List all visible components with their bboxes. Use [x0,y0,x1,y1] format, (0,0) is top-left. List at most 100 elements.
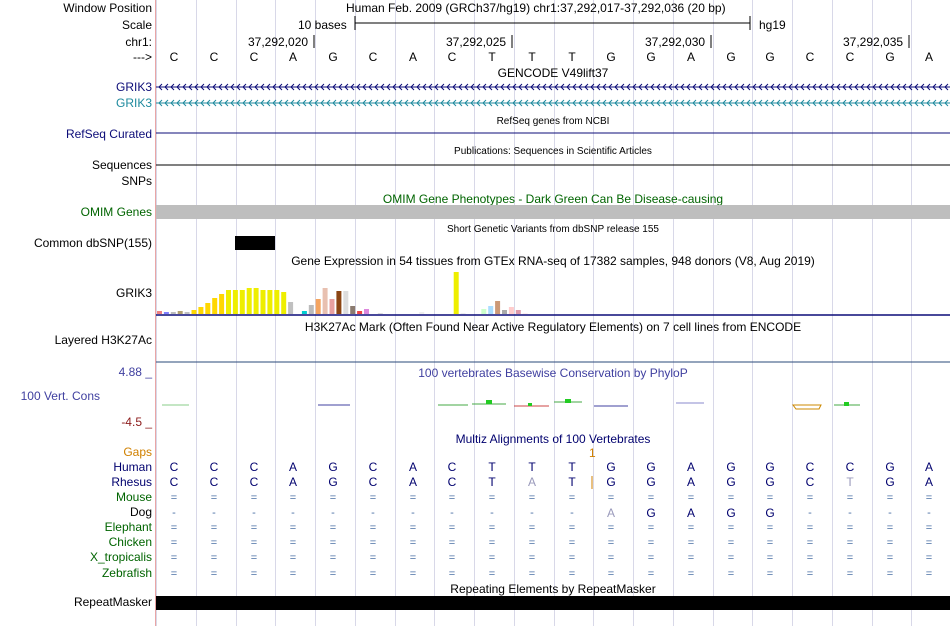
gencode-transcript-1 [156,83,950,91]
elephant-aligned-base: = [369,522,377,534]
strand-chevron [596,83,601,91]
strand-chevron [512,99,517,107]
grid-line [514,0,515,626]
strand-chevron [620,99,625,107]
strand-chevron [818,99,823,107]
rhesus-aligned-base: A [924,475,933,489]
mouse-aligned-base: = [488,492,496,504]
sequences-label[interactable]: Sequences [91,158,152,172]
rhesus-aligned-base: G [606,475,616,489]
strand-chevron [344,83,349,91]
mouse-aligned-base: = [886,492,894,504]
strand-arrow-label[interactable]: ---> [133,50,152,64]
chicken-aligned-base: = [806,537,814,549]
strand-chevron [824,99,829,107]
refseq-curated-label[interactable]: RefSeq Curated [65,127,152,141]
gencode-grik3-label-2[interactable]: GRIK3 [115,96,152,110]
omim-track-title: OMIM Gene Phenotypes - Dark Green Can Be… [382,192,724,206]
mouse-aligned-base: = [170,492,178,504]
reference-base: G [885,50,895,64]
elephant-aligned-base: = [329,522,337,534]
strand-chevron [662,99,667,107]
dog-aligned-base: G [726,506,736,520]
strand-chevron [506,99,511,107]
gtex-tissue-bar [508,307,514,314]
strand-chevron [890,99,895,107]
vert-cons-label[interactable]: 100 Vert. Cons [20,389,100,403]
gencode-grik3-label-1[interactable]: GRIK3 [115,80,152,94]
strand-chevron [890,83,895,91]
human-aligned-base: A [686,460,695,474]
zebrafish-aligned-base: = [766,568,774,580]
strand-chevron [464,99,469,107]
common-dbsnp-label[interactable]: Common dbSNP(155) [33,236,152,250]
strand-chevron [212,83,217,91]
strand-chevron [686,83,691,91]
grid-line [633,0,634,626]
strand-chevron [422,99,427,107]
strand-chevron [488,83,493,91]
layered-h3k27ac-label[interactable]: Layered H3K27Ac [54,333,152,347]
rhesus-aligned-base: T [846,475,854,489]
dog-aligned-base: - [411,507,415,519]
strand-chevron [428,99,433,107]
gaps-label[interactable]: Gaps [123,445,152,459]
strand-chevron [260,99,265,107]
zebrafish-aligned-base: = [607,568,615,580]
species-dog-label[interactable]: Dog [129,505,152,519]
gtex-tissue-bar [226,290,231,314]
chicken-aligned-base: = [448,537,456,549]
repeatmasker-label[interactable]: RepeatMasker [73,595,152,609]
mouse-aligned-base: = [846,492,854,504]
strand-chevron [350,83,355,91]
zebrafish-aligned-base: = [925,568,933,580]
xtropicalis-aligned-base: = [210,552,218,564]
reference-base: G [328,50,338,64]
species-zebrafish-label[interactable]: Zebrafish [101,566,152,580]
coord-tick-2: 37,292,025 [446,35,507,49]
omim-gene-bar [156,205,950,219]
gtex-tissue-bar [301,311,307,314]
strand-chevron [272,99,277,107]
strand-chevron [476,99,481,107]
gtex-tissue-bar [329,299,335,314]
dog-aligned-base: G [646,506,656,520]
species-xtropicalis-label[interactable]: X_tropicalis [89,550,152,564]
reference-base: C [368,50,378,64]
strand-chevron [884,99,889,107]
gtex-tissue-bar [219,294,225,314]
xtropicalis-aligned-base: = [369,552,377,564]
species-rhesus-label[interactable]: Rhesus [111,475,152,489]
omim-genes-label[interactable]: OMIM Genes [80,205,152,219]
species-mouse-label[interactable]: Mouse [115,490,152,504]
elephant-aligned-base: = [528,522,536,534]
strand-chevron [542,83,547,91]
grid-line [315,0,316,626]
strand-chevron [800,99,805,107]
strand-chevron [500,83,505,91]
species-chicken-label[interactable]: Chicken [108,535,152,549]
mouse-aligned-base: = [647,492,655,504]
strand-chevron [248,83,253,91]
gtex-tissue-bar [315,299,321,314]
snps-label[interactable]: SNPs [121,174,152,188]
species-elephant-label[interactable]: Elephant [104,520,152,534]
reference-base: C [209,50,219,64]
genome-browser-image[interactable]: Human Feb. 2009 (GRCh37/hg19) chr1:37,29… [156,0,950,626]
window-position-label: Window Position [63,1,152,15]
elephant-aligned-base: = [210,522,218,534]
human-aligned-base: T [488,460,496,474]
strand-chevron [356,99,361,107]
species-human-label[interactable]: Human [113,460,152,474]
strand-chevron [536,99,541,107]
strand-chevron [764,99,769,107]
gtex-grik3-label[interactable]: GRIK3 [115,286,152,300]
human-aligned-base: G [328,460,338,474]
elephant-aligned-base: = [250,522,258,534]
scale-label: Scale [121,18,152,32]
strand-chevron [848,83,853,91]
zebrafish-aligned-base: = [369,568,377,580]
chicken-aligned-base: = [846,537,854,549]
strand-chevron [452,83,457,91]
strand-chevron [416,99,421,107]
